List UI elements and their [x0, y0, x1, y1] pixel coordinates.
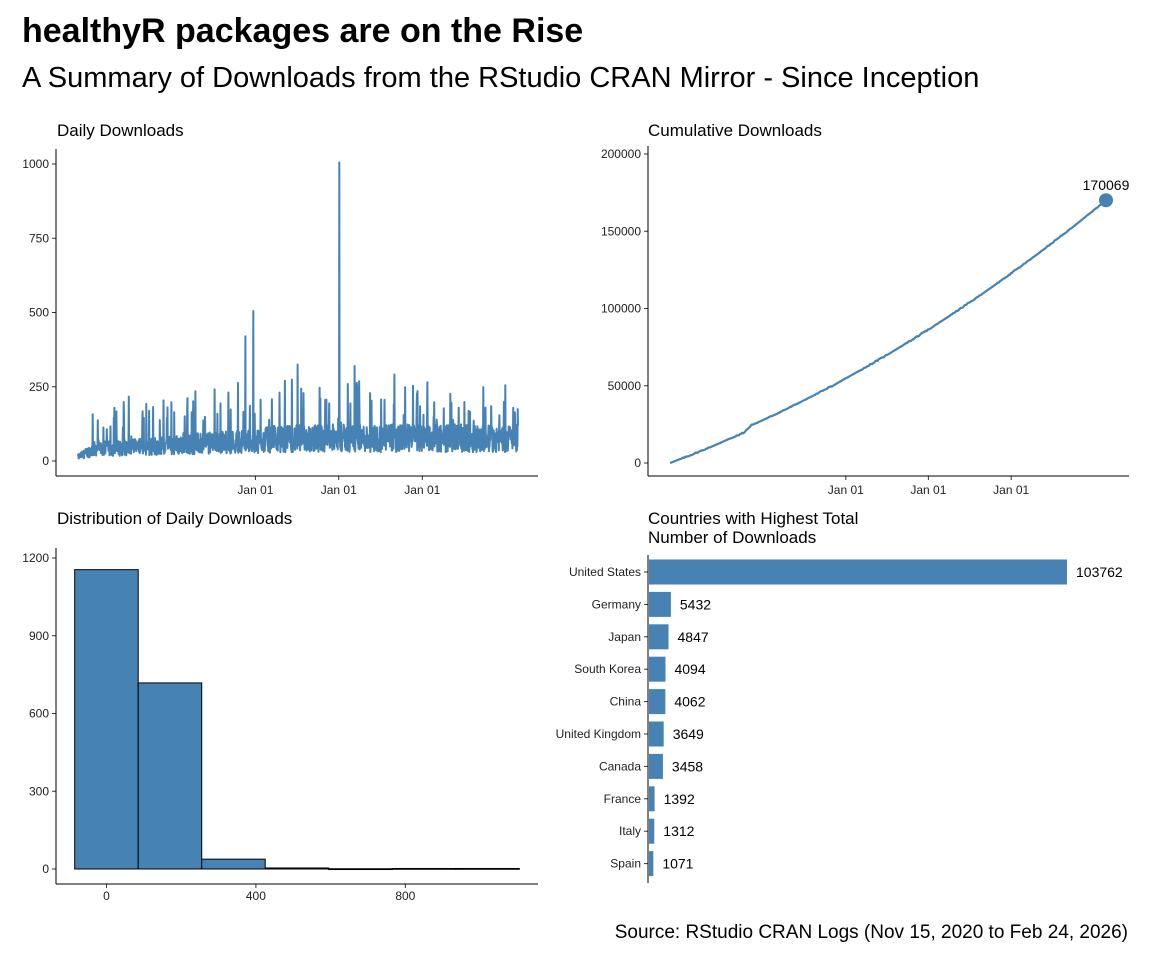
cumulative-end-label: 170069	[1083, 177, 1130, 193]
y-tick-label: 750	[29, 231, 49, 245]
histogram-bar	[328, 868, 393, 871]
country-bar	[649, 818, 655, 844]
country-bar	[649, 656, 666, 682]
y-tick-label: 150000	[601, 224, 641, 238]
histogram-bar	[74, 569, 139, 870]
source-caption: Source: RStudio CRAN Logs (Nov 15, 2020 …	[614, 922, 1128, 943]
daily-downloads-title: Daily Downloads	[57, 121, 184, 140]
y-tick-label: 900	[29, 629, 49, 643]
y-tick-label: 300	[29, 784, 49, 798]
x-tick-label: Jan 01	[321, 483, 357, 497]
y-tick-label: 250	[29, 380, 49, 394]
country-value-label: 1071	[662, 856, 693, 872]
y-tick-label: 0	[634, 456, 641, 470]
countries-bars: United States 103762 Germany 5432 Japan 4847 S…	[556, 559, 1123, 877]
country-value-label: 4847	[678, 629, 709, 645]
histogram-bar	[455, 867, 520, 870]
country-bar	[649, 851, 654, 877]
country-label: Germany	[592, 597, 641, 611]
country-label: United States	[569, 565, 641, 579]
country-label: China	[610, 695, 642, 709]
x-tick-label: Jan 01	[993, 483, 1029, 497]
country-bar	[649, 591, 671, 617]
histogram-bar	[391, 867, 457, 870]
distribution-title: Distribution of Daily Downloads	[57, 509, 292, 528]
histogram-bar	[137, 682, 203, 870]
country-bar	[649, 689, 666, 715]
page-title: healthyR packages are on the Rise	[22, 12, 584, 50]
country-label: Spain	[610, 857, 641, 871]
country-label: United Kingdom	[556, 727, 641, 741]
daily-downloads-panel: Daily Downloads 0 250 500 750 1000 Jan 01 Jan …	[22, 121, 538, 497]
page-subtitle: A Summary of Downloads from the RStudio …	[22, 62, 980, 94]
country-label: Japan	[608, 630, 641, 644]
x-tick-label: Jan 01	[828, 483, 864, 497]
countries-title-line-1: Countries with Highest Total	[648, 509, 858, 528]
countries-panel: Countries with Highest Total Number of D…	[556, 509, 1123, 883]
country-label: Canada	[599, 759, 641, 773]
country-bar	[649, 624, 669, 650]
y-tick-label: 200000	[601, 147, 641, 161]
y-tick-label: 50000	[608, 379, 642, 393]
y-tick-label: 0	[42, 862, 49, 876]
y-tick-label: 100000	[601, 302, 641, 316]
x-tick-label: Jan 01	[404, 483, 440, 497]
y-tick-label: 1000	[22, 157, 49, 171]
countries-title-line-2: Number of Downloads	[648, 528, 816, 547]
y-tick-label: 1200	[22, 551, 49, 565]
country-bar	[649, 559, 1067, 585]
x-tick-label: 0	[103, 889, 110, 903]
country-value-label: 3458	[672, 758, 703, 774]
country-value-label: 5432	[680, 596, 711, 612]
cumulative-downloads-axes: 0 50000 100000 150000 200000 Jan 01 Jan 01 Jan …	[601, 147, 1030, 497]
country-value-label: 4062	[674, 694, 705, 710]
country-label: Italy	[619, 824, 641, 838]
country-value-label: 1392	[664, 791, 695, 807]
cumulative-end-point	[1099, 193, 1113, 208]
x-tick-label: Jan 01	[237, 483, 273, 497]
country-bar	[649, 721, 664, 747]
histogram-bar	[264, 867, 330, 870]
country-value-label: 3649	[673, 726, 704, 742]
daily-downloads-line	[77, 161, 519, 460]
x-tick-label: 400	[246, 889, 266, 903]
daily-downloads-axes: 0 250 500 750 1000 Jan 01 Jan 01 Jan 01	[22, 157, 440, 497]
country-bar	[649, 753, 663, 779]
cumulative-downloads-panel: Cumulative Downloads 0 50000 100000 150000 2…	[601, 121, 1130, 497]
country-label: South Korea	[574, 662, 641, 676]
country-bar	[649, 786, 655, 812]
distribution-axes: 0 300 600 900 1200 0 400 800	[22, 551, 415, 903]
distribution-bars	[74, 569, 520, 871]
distribution-panel: Distribution of Daily Downloads 0 300 600 9…	[22, 509, 538, 903]
histogram-bar	[201, 858, 266, 870]
x-tick-label: Jan 01	[910, 483, 946, 497]
x-tick-label: 800	[395, 889, 415, 903]
y-tick-label: 500	[29, 306, 49, 320]
country-value-label: 103762	[1076, 564, 1123, 580]
cumulative-downloads-line	[669, 199, 1107, 465]
country-label: France	[604, 792, 642, 806]
country-value-label: 4094	[674, 661, 705, 677]
country-value-label: 1312	[663, 823, 694, 839]
y-tick-label: 0	[42, 454, 49, 468]
cumulative-downloads-title: Cumulative Downloads	[648, 121, 822, 140]
y-tick-label: 600	[29, 707, 49, 721]
